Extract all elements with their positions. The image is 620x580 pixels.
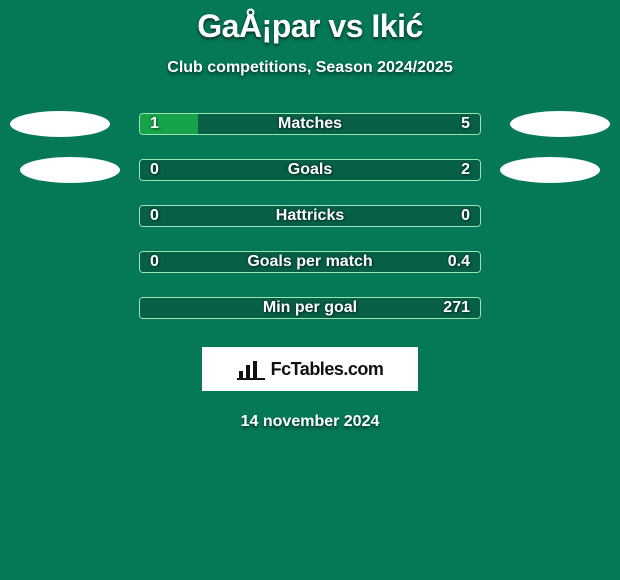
stat-right-value: 0.4 <box>448 253 470 271</box>
stat-left-value: 0 <box>150 161 159 179</box>
logo-text: FcTables.com <box>271 359 384 380</box>
page-subtitle: Club competitions, Season 2024/2025 <box>167 59 452 77</box>
stat-right-value: 0 <box>461 207 470 225</box>
stat-left-value: 1 <box>150 115 159 133</box>
footer-date: 14 november 2024 <box>241 413 380 431</box>
stat-bar: 0 Goals per match 0.4 <box>139 251 481 273</box>
page-title: GaÅ¡par vs Ikić <box>197 8 423 45</box>
player-left-ellipse <box>20 157 120 183</box>
stat-left-value: 0 <box>150 253 159 271</box>
player-right-ellipse <box>500 157 600 183</box>
logo-bars-icon <box>237 357 265 381</box>
player-right-ellipse <box>510 111 610 137</box>
stat-right-value: 271 <box>443 299 470 317</box>
stat-label: Matches <box>278 115 342 133</box>
stat-row: 1 Matches 5 <box>0 113 620 135</box>
stat-left-value: 0 <box>150 207 159 225</box>
stat-label: Goals <box>288 161 332 179</box>
stat-rows: 1 Matches 5 0 Goals 2 0 Hattricks 0 0 Goals per ma… <box>0 113 620 319</box>
stat-label: Min per goal <box>263 299 357 317</box>
stat-bar: Min per goal 271 <box>139 297 481 319</box>
player-left-ellipse <box>10 111 110 137</box>
stat-right-value: 5 <box>461 115 470 133</box>
stat-row: Min per goal 271 <box>0 297 620 319</box>
stat-bar: 0 Hattricks 0 <box>139 205 481 227</box>
comparison-card: GaÅ¡par vs Ikić Club competitions, Seaso… <box>0 0 620 580</box>
stat-bar: 1 Matches 5 <box>139 113 481 135</box>
stat-row: 0 Goals per match 0.4 <box>0 251 620 273</box>
stat-row: 0 Hattricks 0 <box>0 205 620 227</box>
logo-box: FcTables.com <box>202 347 418 391</box>
stat-bar: 0 Goals 2 <box>139 159 481 181</box>
stat-label: Hattricks <box>276 207 344 225</box>
stat-right-value: 2 <box>461 161 470 179</box>
stat-bar-left-fill <box>140 114 198 134</box>
stat-row: 0 Goals 2 <box>0 159 620 181</box>
stat-label: Goals per match <box>247 253 372 271</box>
